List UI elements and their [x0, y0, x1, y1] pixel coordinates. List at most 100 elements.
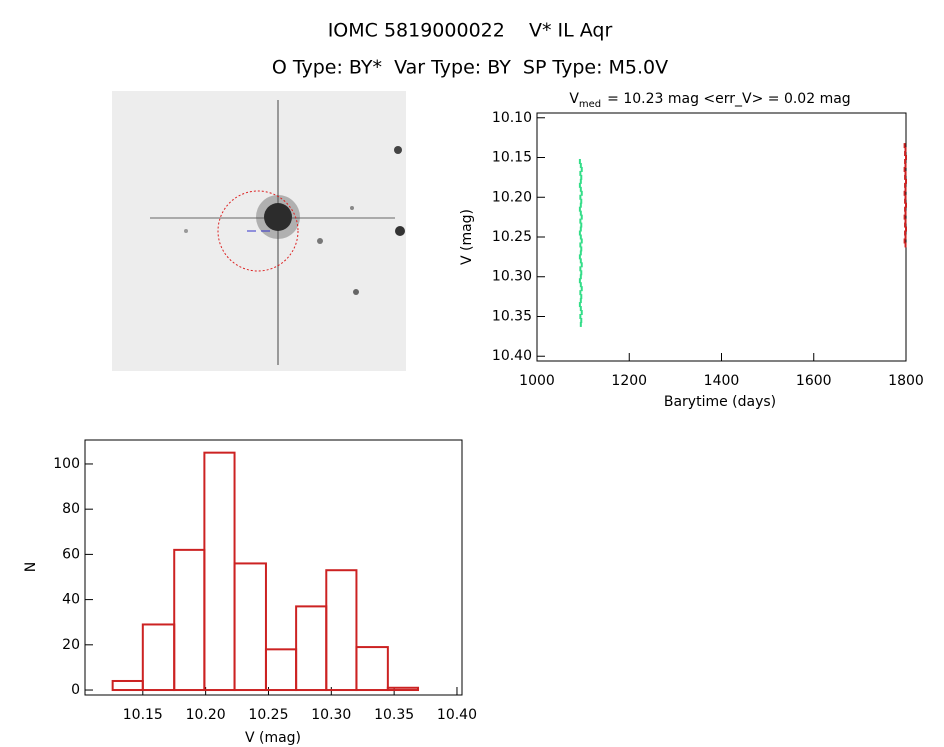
x-tick-label: 10.15 [123, 707, 163, 723]
title-part: V [569, 91, 579, 107]
point [578, 278, 581, 284]
point [903, 166, 906, 172]
x-tick-label: 10.30 [311, 707, 351, 723]
figure-subtitle: O Type: BY* Var Type: BY SP Type: M5.0V [272, 57, 668, 79]
y-tick-label: 10.40 [492, 348, 532, 364]
point [580, 310, 583, 316]
point [579, 282, 582, 288]
point [904, 186, 907, 192]
bar [233, 562, 267, 692]
point [580, 222, 583, 228]
x-tick-label: 10.35 [374, 707, 414, 723]
y-tick-label: 10.20 [492, 189, 532, 205]
figure-title: IOMC 5819000022 V* IL Aqr [328, 20, 613, 42]
x-tick-label: 1400 [704, 373, 740, 389]
plot-frame [536, 112, 907, 362]
bar [111, 679, 144, 692]
title-subscript: med [579, 99, 601, 110]
bar [173, 548, 206, 692]
point [904, 242, 907, 248]
point [905, 202, 907, 208]
x-axis-label: V (mag) [245, 730, 301, 746]
point [580, 286, 583, 292]
point [579, 162, 582, 168]
point [904, 234, 907, 240]
bar [295, 605, 328, 692]
bar [386, 686, 420, 692]
point [580, 214, 583, 220]
point [904, 222, 907, 228]
point [580, 238, 583, 244]
point [903, 190, 906, 196]
y-tick-label: 60 [62, 546, 80, 562]
point [579, 250, 582, 256]
point [580, 317, 583, 323]
point [579, 306, 582, 312]
point [905, 178, 907, 184]
point [903, 214, 906, 220]
y-tick-label: 10.35 [492, 308, 532, 324]
point [904, 218, 907, 224]
point [579, 210, 582, 216]
point [578, 302, 581, 308]
point [580, 174, 583, 180]
point [579, 242, 582, 248]
x-tick-label: 10.40 [437, 707, 477, 723]
point [579, 258, 582, 264]
point [905, 226, 907, 232]
y-tick-label: 100 [53, 456, 80, 472]
point [904, 206, 907, 212]
y-tick-label: 10.25 [492, 229, 532, 245]
y-tick-label: 40 [62, 592, 80, 608]
point [904, 194, 907, 200]
point [903, 238, 906, 244]
bar [203, 451, 236, 692]
point [904, 151, 907, 157]
point [579, 313, 582, 319]
point [579, 321, 582, 327]
y-tick-label: 10.15 [492, 150, 532, 166]
point [580, 262, 583, 268]
title-part: = 10.23 mag <err_V> = 0.02 mag [607, 91, 851, 107]
point [905, 155, 907, 161]
point [579, 218, 582, 224]
y-tick-label: 80 [62, 501, 80, 517]
x-axis-label: Barytime (days) [664, 394, 776, 410]
point [580, 294, 583, 300]
y-tick-label: 20 [62, 637, 80, 653]
y-tick-label: 10.30 [492, 269, 532, 285]
point [579, 298, 582, 304]
bar [355, 646, 389, 692]
point [580, 246, 583, 252]
point [580, 166, 583, 172]
point [579, 290, 582, 296]
point [578, 206, 581, 212]
point [579, 186, 582, 192]
y-axis-label: N [23, 562, 39, 572]
point [580, 190, 583, 196]
point [904, 158, 907, 164]
point [579, 234, 582, 240]
point [578, 182, 581, 188]
point [579, 178, 582, 184]
point [904, 210, 907, 216]
y-tick-label: 10.10 [492, 110, 532, 126]
point [904, 147, 907, 153]
plot-frame [84, 439, 463, 696]
point [904, 230, 907, 236]
point [579, 266, 582, 272]
point [904, 170, 907, 176]
bar [264, 648, 298, 692]
point [904, 174, 907, 180]
sky-image [112, 91, 406, 371]
point [580, 270, 583, 276]
x-tick-label: 1800 [888, 373, 924, 389]
x-tick-label: 1000 [519, 373, 555, 389]
y-axis-label: V (mag) [459, 209, 475, 265]
point [904, 162, 907, 168]
point [903, 143, 906, 149]
scatter-title: Vmed = 10.23 mag <err_V> = 0.02 mag [569, 91, 850, 110]
point [579, 194, 582, 200]
x-tick-label: 10.25 [248, 707, 288, 723]
